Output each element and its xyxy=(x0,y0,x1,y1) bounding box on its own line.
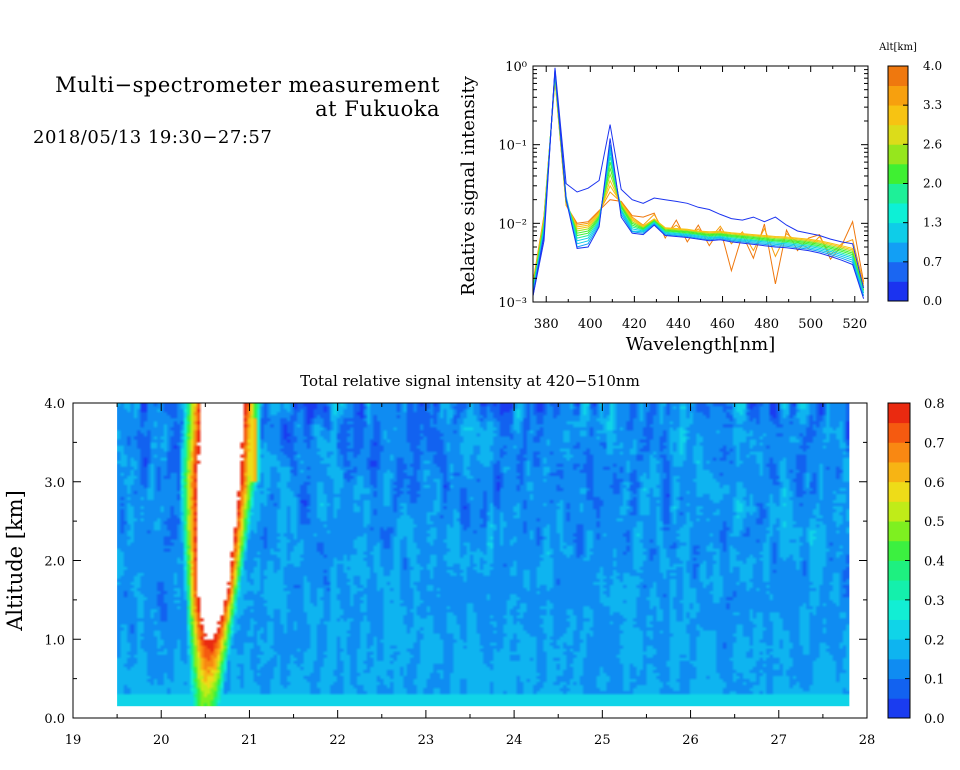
alt-colorbar-swatch xyxy=(888,203,908,224)
alt-colorbar-swatch xyxy=(888,85,908,106)
title-line-2: at Fukuoka xyxy=(315,97,440,121)
title-line-1: Multi−spectrometer measurement xyxy=(55,73,440,97)
intensity-colorbar-tick-label: 0.5 xyxy=(924,515,945,530)
alt-colorbar-swatch xyxy=(888,222,908,243)
intensity-colorbar-tick-label: 0.4 xyxy=(924,555,945,570)
heatmap-x-tick-label: 24 xyxy=(506,733,523,748)
heatmap-y-tick-label: 2.0 xyxy=(44,555,65,570)
heatmap-x-tick-label: 25 xyxy=(594,733,611,748)
measurement-datetime: 2018/05/13 19:30−27:57 xyxy=(33,127,273,148)
alt-colorbar-tick-label: 2.0 xyxy=(923,177,942,191)
spectrum-y-tick-label: 10⁰ xyxy=(505,60,527,75)
spectrum-series-line xyxy=(532,75,865,291)
alt-colorbar-swatch xyxy=(888,281,908,302)
intensity-colorbar-tick-label: 0.0 xyxy=(924,712,945,727)
heatmap-y-tick-label: 4.0 xyxy=(44,397,65,412)
spectrum-plot-area xyxy=(533,66,868,302)
intensity-colorbar-swatch xyxy=(888,403,910,424)
heatmap-x-tick-label: 28 xyxy=(859,733,876,748)
heatmap-y-tick-label: 3.0 xyxy=(44,476,65,491)
spectrum-y-tick-label: 10⁻³ xyxy=(498,296,527,311)
alt-colorbar-tick-label: 2.6 xyxy=(923,137,942,151)
intensity-colorbar-swatch xyxy=(888,540,910,561)
spectrum-x-axis-label: Wavelength[nm] xyxy=(626,334,776,355)
heatmap-image xyxy=(117,403,850,707)
intensity-colorbar-swatch xyxy=(888,521,910,542)
spectrum-series-line xyxy=(532,76,865,289)
spectrum-y-tick-label: 10⁻² xyxy=(498,217,527,232)
intensity-colorbar-swatch xyxy=(888,619,910,640)
intensity-colorbar-swatch xyxy=(888,481,910,502)
intensity-colorbar-swatch xyxy=(888,599,910,620)
spectrum-x-tick-label: 520 xyxy=(842,317,867,332)
heatmap-x-tick-label: 22 xyxy=(329,733,346,748)
spectrum-series-line xyxy=(532,72,865,294)
spectrum-series-line xyxy=(532,67,865,296)
spectrum-series-line xyxy=(532,73,865,294)
alt-colorbar-tick-label: 0.0 xyxy=(923,294,942,308)
alt-colorbar-swatch xyxy=(888,163,908,184)
alt-colorbar-tick-label: 1.3 xyxy=(923,216,942,230)
spectrum-x-tick-label: 460 xyxy=(710,317,735,332)
intensity-colorbar-tick-label: 0.2 xyxy=(924,633,945,648)
heatmap-x-tick-label: 27 xyxy=(771,733,788,748)
spectrum-x-tick-label: 440 xyxy=(666,317,691,332)
intensity-colorbar-tick-label: 0.3 xyxy=(924,594,945,609)
heatmap-title: Total relative signal intensity at 420−5… xyxy=(300,372,640,390)
alt-colorbar-swatch xyxy=(888,183,908,204)
spectrum-y-axis-label: Relative signal intensity xyxy=(458,75,479,296)
intensity-colorbar-swatch xyxy=(888,580,910,601)
spectrum-series-line xyxy=(532,80,865,285)
alt-colorbar-tick-label: 0.7 xyxy=(923,255,942,269)
alt-colorbar-title: Alt[km] xyxy=(878,42,917,53)
spectrum-series-line xyxy=(532,71,865,296)
intensity-colorbar-tick-label: 0.8 xyxy=(924,397,945,412)
spectrum-series-line xyxy=(532,69,865,299)
alt-colorbar-swatch xyxy=(888,242,908,263)
spectrum-series-line xyxy=(532,79,865,285)
spectrum-x-tick-label: 500 xyxy=(798,317,823,332)
spectrum-series-line xyxy=(532,70,865,296)
spectrum-y-tick-label: 10⁻¹ xyxy=(498,139,527,154)
spectrum-x-tick-label: 400 xyxy=(578,317,603,332)
intensity-colorbar-swatch xyxy=(888,678,910,699)
alt-colorbar-swatch xyxy=(888,124,908,145)
heatmap-x-tick-label: 23 xyxy=(418,733,435,748)
intensity-colorbar-tick-label: 0.7 xyxy=(924,436,945,451)
heatmap-y-axis-label: Altitude [km] xyxy=(3,490,27,632)
spectrum-x-tick-label: 380 xyxy=(534,317,559,332)
spectrum-series-line xyxy=(532,77,865,289)
intensity-colorbar-tick-label: 0.1 xyxy=(924,673,945,688)
intensity-colorbar-swatch xyxy=(888,501,910,522)
intensity-colorbar-swatch xyxy=(888,658,910,680)
intensity-colorbar-swatch xyxy=(888,422,910,443)
heatmap-x-tick-label: 19 xyxy=(65,733,82,748)
alt-colorbar-swatch xyxy=(888,105,908,126)
heatmap-y-tick-label: 0.0 xyxy=(44,712,65,727)
intensity-colorbar-swatch xyxy=(888,462,910,483)
alt-colorbar-swatch xyxy=(888,144,908,165)
intensity-colorbar-swatch xyxy=(888,560,910,581)
heatmap-y-tick-label: 1.0 xyxy=(44,633,65,648)
intensity-colorbar-tick-label: 0.6 xyxy=(924,476,945,491)
intensity-colorbar-swatch xyxy=(888,639,910,660)
spectrum-series-line xyxy=(532,74,865,291)
heatmap-x-tick-label: 21 xyxy=(241,733,258,748)
intensity-colorbar-swatch xyxy=(888,442,910,463)
spectrum-x-tick-label: 420 xyxy=(622,317,647,332)
spectrum-x-tick-label: 480 xyxy=(754,317,779,332)
heatmap-x-tick-label: 20 xyxy=(153,733,170,748)
alt-colorbar-swatch xyxy=(888,66,908,86)
alt-colorbar-tick-label: 3.3 xyxy=(923,98,942,112)
intensity-colorbar-swatch xyxy=(888,698,910,719)
alt-colorbar-swatch xyxy=(888,261,908,282)
alt-colorbar-tick-label: 4.0 xyxy=(923,59,942,73)
heatmap-x-tick-label: 26 xyxy=(682,733,699,748)
